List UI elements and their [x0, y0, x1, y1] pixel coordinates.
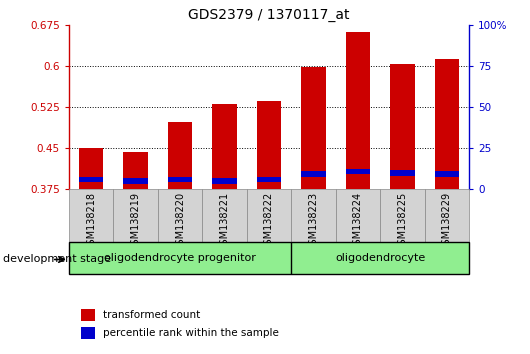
- Bar: [158, 189, 202, 242]
- Bar: [390, 64, 414, 189]
- Bar: [257, 177, 281, 182]
- Bar: [380, 189, 425, 242]
- Text: oligodendrocyte: oligodendrocyte: [335, 253, 425, 263]
- Text: GSM138219: GSM138219: [130, 192, 140, 251]
- Text: transformed count: transformed count: [103, 310, 200, 320]
- Bar: [301, 67, 325, 189]
- Text: GSM138220: GSM138220: [175, 192, 185, 251]
- Bar: [257, 101, 281, 189]
- Bar: [213, 178, 237, 184]
- Bar: [335, 189, 380, 242]
- Bar: [202, 189, 247, 242]
- Bar: [346, 32, 370, 189]
- Bar: [291, 189, 335, 242]
- Bar: [168, 122, 192, 189]
- Bar: [81, 327, 95, 339]
- Text: GSM138223: GSM138223: [308, 192, 319, 251]
- Bar: [123, 152, 148, 189]
- Text: GSM138224: GSM138224: [353, 192, 363, 251]
- Bar: [390, 170, 414, 176]
- Bar: [81, 309, 95, 321]
- Text: percentile rank within the sample: percentile rank within the sample: [103, 328, 279, 338]
- Bar: [346, 169, 370, 174]
- Text: GSM138221: GSM138221: [219, 192, 229, 251]
- Bar: [79, 177, 103, 182]
- Bar: [213, 104, 237, 189]
- Bar: [123, 178, 148, 184]
- Text: oligodendrocyte progenitor: oligodendrocyte progenitor: [104, 253, 256, 263]
- Bar: [113, 189, 158, 242]
- Bar: [435, 59, 459, 189]
- Title: GDS2379 / 1370117_at: GDS2379 / 1370117_at: [188, 8, 350, 22]
- Text: GSM138218: GSM138218: [86, 192, 96, 251]
- Bar: [301, 171, 325, 177]
- Bar: [435, 171, 459, 177]
- Bar: [79, 148, 103, 189]
- Bar: [69, 189, 113, 242]
- Text: GSM138225: GSM138225: [398, 192, 408, 251]
- Text: GSM138229: GSM138229: [442, 192, 452, 251]
- Bar: [168, 177, 192, 182]
- Text: development stage: development stage: [3, 254, 111, 264]
- Text: GSM138222: GSM138222: [264, 192, 274, 251]
- Bar: [425, 189, 469, 242]
- Bar: [247, 189, 291, 242]
